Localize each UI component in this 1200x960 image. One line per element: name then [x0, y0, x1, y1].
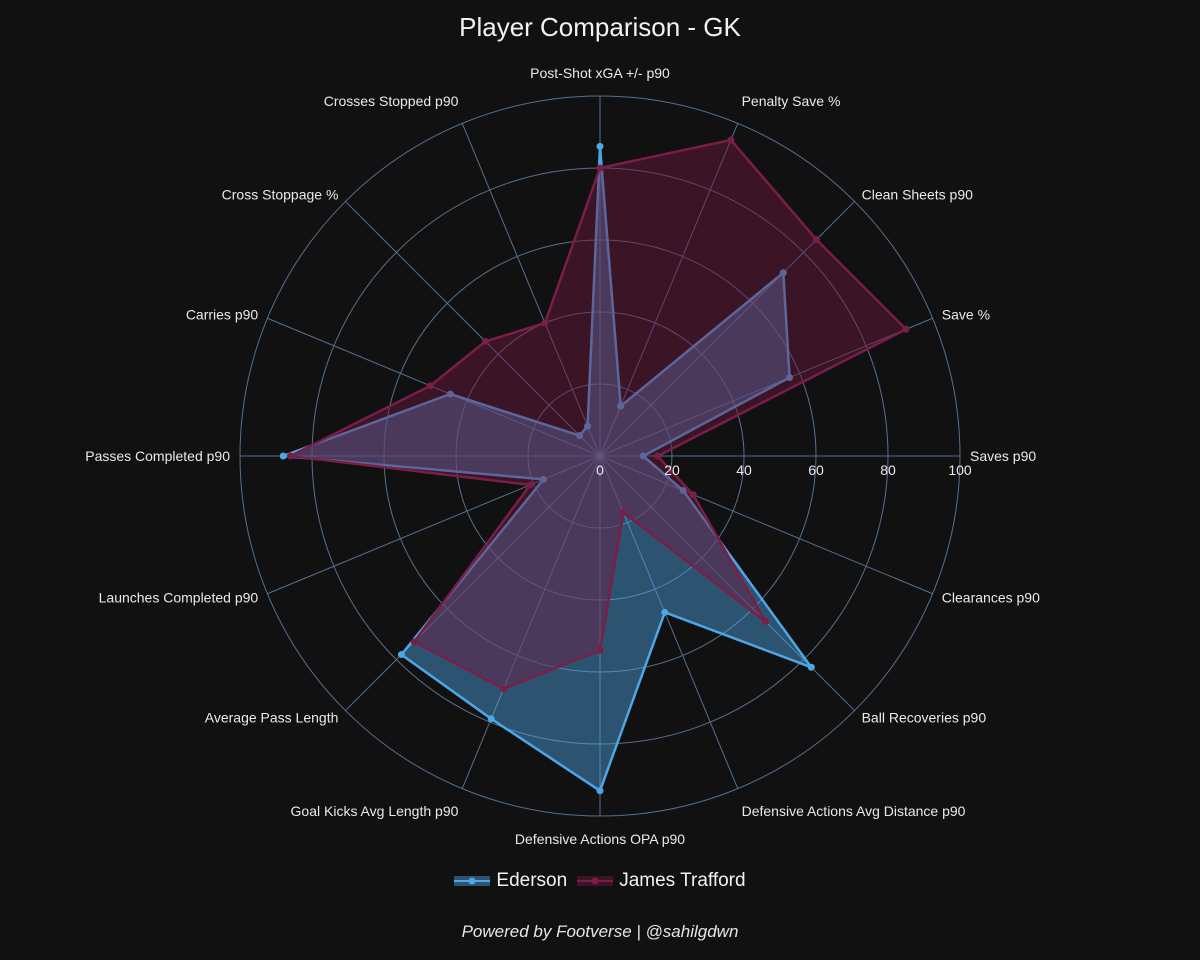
radial-tick-label: 60	[808, 462, 824, 478]
legend: Ederson James Trafford	[0, 870, 1200, 892]
data-point	[541, 319, 549, 327]
data-point	[500, 685, 508, 693]
data-point	[397, 651, 405, 659]
axis-label: Save %	[942, 306, 990, 322]
data-point	[481, 337, 489, 345]
legend-swatch-icon	[454, 876, 491, 886]
footer-credit: Powered by Footverse | @sahilgdwn	[461, 922, 739, 941]
data-point	[689, 491, 697, 499]
data-point	[526, 481, 534, 489]
data-point	[596, 142, 604, 150]
radial-tick-label: 100	[948, 462, 972, 478]
axis-label: Defensive Actions OPA p90	[515, 831, 685, 847]
grid-spoke	[345, 201, 601, 457]
series-area-2	[289, 138, 908, 691]
axis-label: Crosses Stopped p90	[324, 93, 459, 109]
data-point	[639, 452, 647, 460]
data-point	[279, 452, 287, 460]
axis-label: Defensive Actions Avg Distance p90	[742, 803, 966, 819]
axis-label: Passes Completed p90	[85, 448, 230, 464]
data-point	[727, 136, 735, 144]
chart-title: Player Comparison - GK	[459, 12, 741, 42]
radar-series	[279, 136, 910, 795]
data-point	[584, 422, 592, 430]
data-point	[410, 638, 418, 646]
data-point	[661, 608, 669, 616]
data-point	[654, 452, 662, 460]
data-point	[779, 269, 787, 277]
data-point	[426, 382, 434, 390]
legend-item-series-1[interactable]: Ederson	[454, 870, 567, 892]
axis-label: Carries p90	[186, 306, 259, 322]
axis-label: Penalty Save %	[742, 93, 841, 109]
legend-label: Ederson	[496, 870, 568, 891]
legend-label: James Trafford	[619, 870, 746, 891]
data-point	[786, 373, 794, 381]
radial-tick-label: 40	[736, 462, 752, 478]
radial-tick-label: 80	[880, 462, 896, 478]
grid-spoke	[461, 455, 601, 789]
axis-label: Launches Completed p90	[99, 590, 259, 606]
data-point	[807, 663, 815, 671]
data-point	[596, 164, 604, 172]
grid-spoke	[267, 317, 601, 457]
grid-spoke	[599, 317, 933, 457]
radial-tick-label: 20	[664, 462, 680, 478]
data-point	[617, 402, 625, 410]
axis-label: Average Pass Length	[205, 710, 339, 726]
axis-label: Goal Kicks Avg Length p90	[291, 803, 459, 819]
legend-swatch-icon	[577, 876, 614, 886]
data-point	[576, 432, 584, 440]
data-point	[446, 390, 454, 398]
grid-spoke	[599, 201, 855, 457]
radial-tick-label: 0	[596, 462, 604, 478]
legend-item-series-2[interactable]: James Trafford	[577, 870, 746, 892]
grid-spoke	[345, 455, 601, 711]
radar-tick-labels: 0 20 40 60 80 100	[596, 462, 972, 478]
data-point	[596, 646, 604, 654]
axis-label: Saves p90	[970, 448, 1036, 464]
data-point	[812, 236, 820, 244]
radar-axis-labels: Saves p90 Save % Clean Sheets p90 Penalty S…	[85, 65, 1040, 847]
data-point	[679, 486, 687, 494]
data-point	[539, 475, 547, 483]
data-point	[286, 452, 294, 460]
data-point	[761, 617, 769, 625]
data-point	[596, 787, 604, 795]
axis-label: Clearances p90	[942, 590, 1040, 606]
axis-label: Post-Shot xGA +/- p90	[530, 65, 670, 81]
grid-spoke	[461, 123, 601, 457]
data-point	[902, 325, 910, 333]
axis-label: Clean Sheets p90	[862, 186, 974, 202]
data-point	[619, 509, 627, 517]
data-point	[487, 715, 495, 723]
grid-spoke	[599, 455, 933, 595]
axis-label: Cross Stoppage %	[222, 186, 339, 202]
grid-spoke	[599, 123, 739, 457]
axis-label: Ball Recoveries p90	[862, 710, 987, 726]
